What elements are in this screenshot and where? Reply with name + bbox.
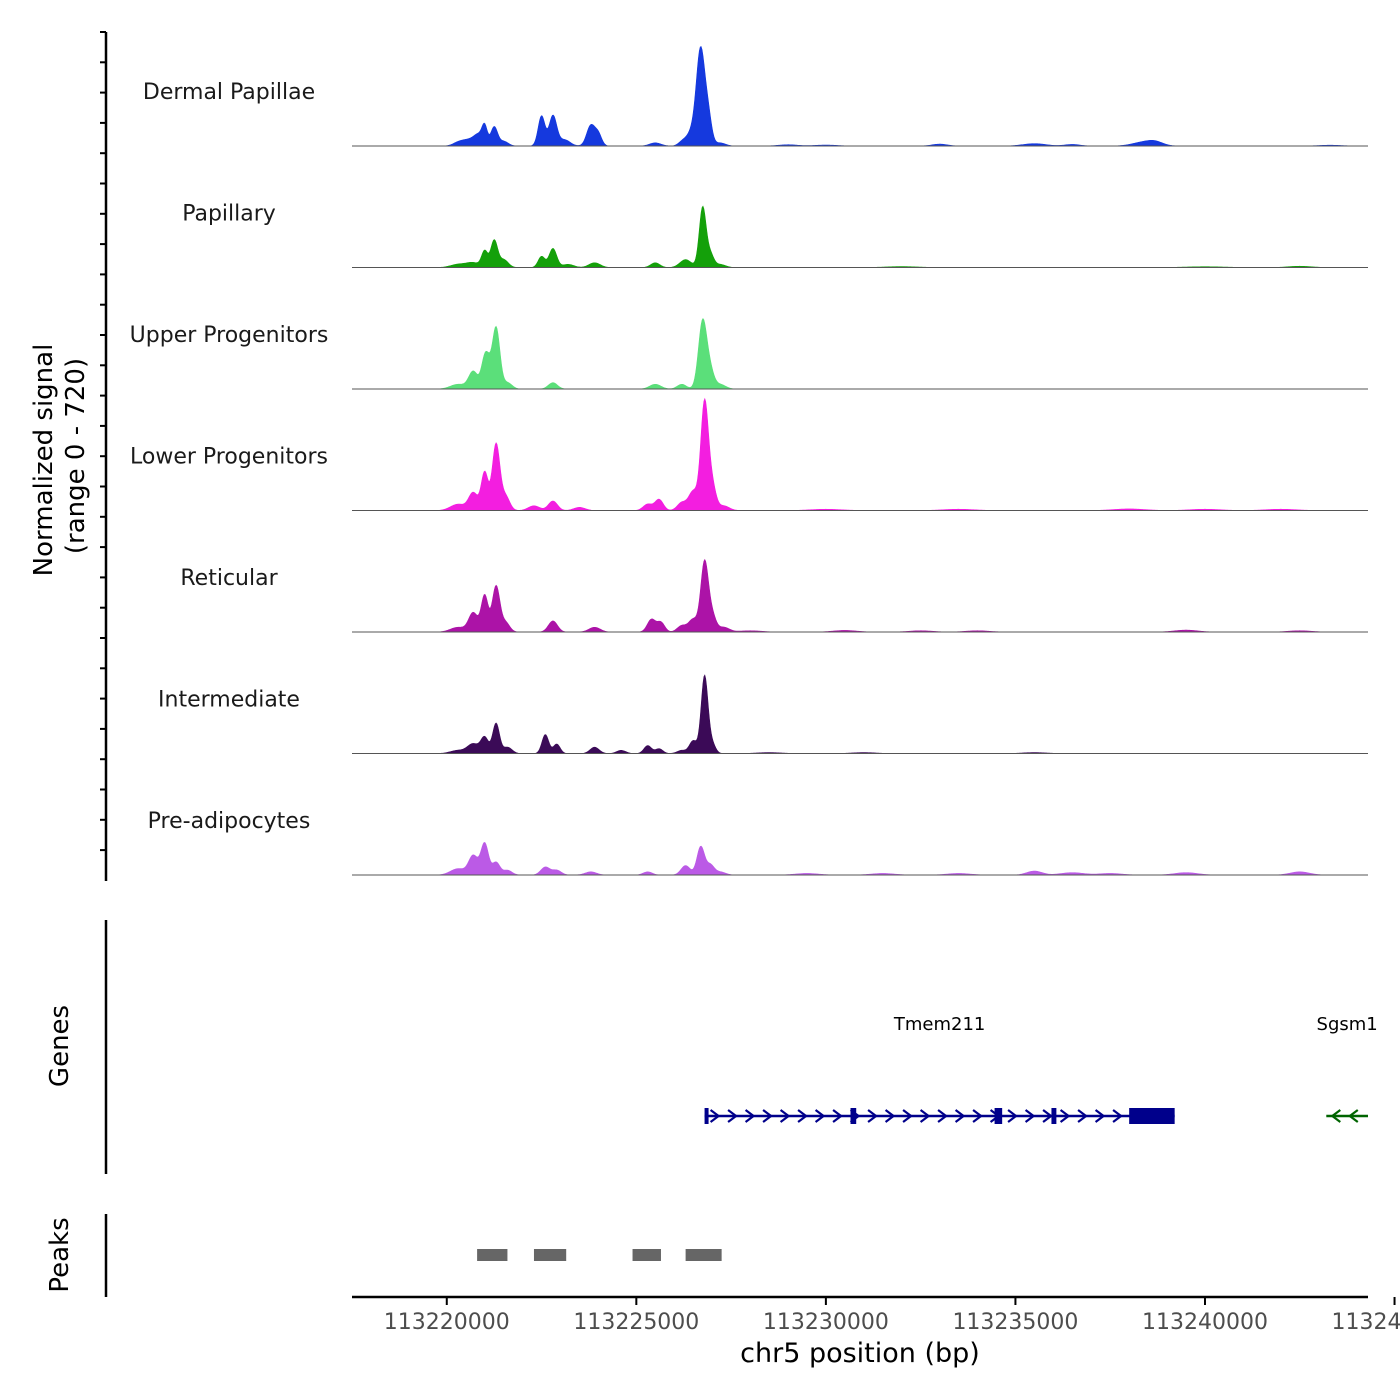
strand-arrow-tmem211 bbox=[937, 1109, 948, 1123]
strand-arrow-tmem211 bbox=[1112, 1109, 1123, 1123]
coverage-area-intermediate bbox=[352, 674, 1368, 754]
track-label-intermediate: Intermediate bbox=[158, 688, 300, 713]
track-label-reticular: Reticular bbox=[180, 566, 278, 591]
peak-region bbox=[533, 1249, 567, 1261]
coverage-panel: Dermal Papillae Papillary Upper Progenitor… bbox=[100, 31, 1368, 881]
exon-tmem211 bbox=[1129, 1108, 1175, 1124]
x-tick-label: 113240000 bbox=[1142, 1310, 1268, 1335]
strand-arrow-tmem211 bbox=[727, 1109, 738, 1123]
strand-arrow-sgsm1 bbox=[1330, 1109, 1341, 1123]
strand-arrow-tmem211 bbox=[902, 1109, 913, 1123]
peak-region bbox=[685, 1249, 722, 1261]
coverage-area-lower-progenitors bbox=[352, 397, 1368, 511]
track-label-upper-progenitors: Upper Progenitors bbox=[130, 323, 329, 348]
strand-arrow-tmem211 bbox=[762, 1109, 773, 1123]
genes-axis-label: Genes bbox=[45, 1005, 75, 1087]
strand-arrow-tmem211 bbox=[709, 1109, 721, 1123]
x-tick-label: 113220000 bbox=[384, 1310, 510, 1335]
strand-arrow-tmem211 bbox=[1059, 1109, 1071, 1123]
y-axis-label-line1: Normalized signal bbox=[29, 344, 59, 577]
peaks-axis-label: Peaks bbox=[45, 1217, 75, 1292]
coverage-area-pre-adipocytes bbox=[352, 842, 1368, 876]
strand-arrow-tmem211 bbox=[797, 1109, 808, 1123]
genes-panel: Tmem211 Sgsm1 bbox=[104, 920, 1378, 1174]
exon-tmem211 bbox=[1051, 1108, 1057, 1124]
exon-tmem211 bbox=[850, 1108, 857, 1124]
strand-arrow-sgsm1 bbox=[1347, 1109, 1359, 1123]
strand-arrow-tmem211 bbox=[1007, 1109, 1018, 1123]
coverage-area-upper-progenitors bbox=[352, 317, 1368, 390]
track-label-dermal-papillae: Dermal Papillae bbox=[143, 80, 315, 105]
exon-tmem211 bbox=[994, 1108, 1003, 1124]
x-axis: 113220000 113225000 113230000 113235000 1132… bbox=[352, 1295, 1400, 1335]
y-axis-label-line2: (range 0 - 720) bbox=[61, 358, 91, 554]
x-tick-label: 113235000 bbox=[952, 1310, 1078, 1335]
strand-arrow-tmem211 bbox=[779, 1109, 791, 1123]
track-label-lower-progenitors: Lower Progenitors bbox=[130, 445, 328, 470]
strand-arrow-tmem211 bbox=[1077, 1109, 1088, 1123]
peak-region bbox=[477, 1249, 508, 1261]
gene-label-tmem211: Tmem211 bbox=[893, 1014, 986, 1035]
strand-arrow-tmem211 bbox=[972, 1109, 983, 1123]
strand-arrow-tmem211 bbox=[744, 1109, 756, 1123]
strand-arrow-tmem211 bbox=[954, 1109, 966, 1123]
x-axis-label: chr5 position (bp) bbox=[740, 1338, 980, 1369]
exon-tmem211 bbox=[704, 1108, 709, 1124]
strand-arrow-tmem211 bbox=[884, 1109, 896, 1123]
strand-arrow-tmem211 bbox=[919, 1109, 931, 1123]
track-label-pre-adipocytes: Pre-adipocytes bbox=[148, 809, 311, 834]
track-label-papillary: Papillary bbox=[182, 202, 276, 227]
strand-arrow-tmem211 bbox=[814, 1109, 826, 1123]
gene-label-sgsm1: Sgsm1 bbox=[1317, 1014, 1378, 1035]
coverage-area-reticular bbox=[352, 558, 1368, 633]
x-tick-label: 113245000 bbox=[1332, 1310, 1400, 1335]
x-tick-label: 113230000 bbox=[763, 1310, 889, 1335]
strand-arrow-tmem211 bbox=[832, 1109, 843, 1123]
peaks-panel bbox=[104, 1214, 722, 1297]
strand-arrow-tmem211 bbox=[1094, 1109, 1106, 1123]
coverage-area-dermal-papillae bbox=[352, 46, 1368, 147]
strand-arrow-tmem211 bbox=[867, 1109, 878, 1123]
x-tick-label: 113225000 bbox=[573, 1310, 699, 1335]
strand-arrow-tmem211 bbox=[1024, 1109, 1036, 1123]
coverage-area-papillary bbox=[352, 205, 1368, 268]
peak-region bbox=[632, 1249, 661, 1261]
strand-arrow-tmem211 bbox=[1042, 1109, 1053, 1123]
